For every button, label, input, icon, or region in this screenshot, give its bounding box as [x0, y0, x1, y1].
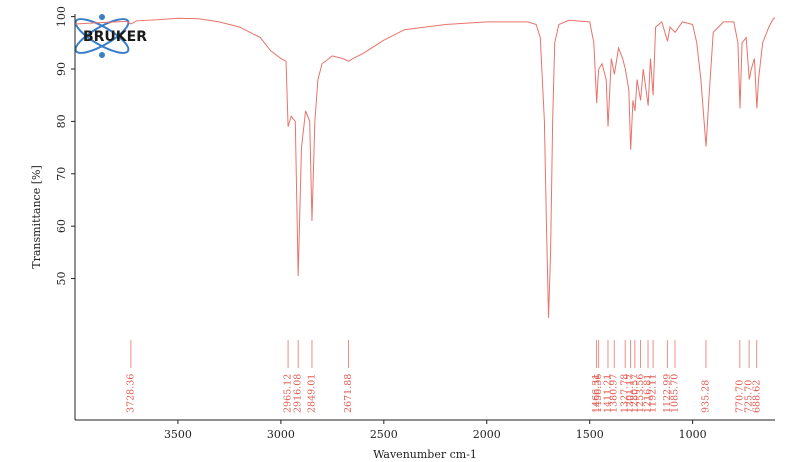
peak-label: 1122.99	[662, 374, 673, 413]
peak-label: 1301.17	[625, 374, 636, 413]
peak-label: 1216.81	[643, 374, 654, 413]
peak-label: 2965.12	[283, 374, 294, 413]
peak-label: 2849.01	[306, 374, 317, 413]
peak-label: 1466.31	[591, 374, 602, 413]
peak-label: 770.70	[734, 380, 745, 413]
y-axis-title: Transmittance [%]	[30, 165, 43, 269]
y-tick-label: 90	[55, 62, 68, 76]
x-tick-label: 1000	[679, 428, 707, 441]
peak-label: 1456.36	[593, 374, 604, 413]
logo-orbit	[74, 18, 130, 54]
x-axis-title: Wavenumber cm-1	[373, 448, 477, 461]
peak-label: 1253.56	[635, 374, 646, 413]
y-tick-label: 60	[55, 219, 68, 233]
peak-label: 1192.11	[648, 374, 659, 413]
peak-label: 1327.78	[620, 374, 631, 413]
y-tick-label: 70	[55, 167, 68, 181]
peak-label: 1280.57	[629, 374, 640, 413]
logo-text: BRUKER	[83, 29, 147, 45]
peak-label: 2671.88	[343, 374, 354, 413]
x-tick-label: 1500	[576, 428, 604, 441]
peak-label: 3728.36	[125, 374, 136, 413]
peak-label: 1380.97	[609, 374, 620, 413]
logo-dot	[99, 52, 105, 58]
peak-label: 2916.08	[293, 374, 304, 413]
logo-orbit	[74, 18, 130, 54]
y-tick-label: 50	[55, 272, 68, 286]
peak-label: 1085.70	[670, 374, 681, 413]
peak-label: 935.28	[700, 380, 711, 413]
x-tick-label: 2500	[370, 428, 398, 441]
x-tick-label: 3500	[164, 428, 192, 441]
x-tick-label: 2000	[473, 428, 501, 441]
peak-label: 688.62	[751, 380, 762, 413]
y-tick-label: 100	[55, 6, 68, 27]
y-tick-label: 80	[55, 114, 68, 128]
spectrum-line	[74, 17, 776, 318]
peak-label: 1411.21	[602, 374, 613, 413]
logo: BRUKER	[74, 14, 147, 58]
x-tick-label: 3000	[267, 428, 295, 441]
peak-label: 725.70	[744, 380, 755, 413]
logo-dot	[99, 14, 105, 20]
